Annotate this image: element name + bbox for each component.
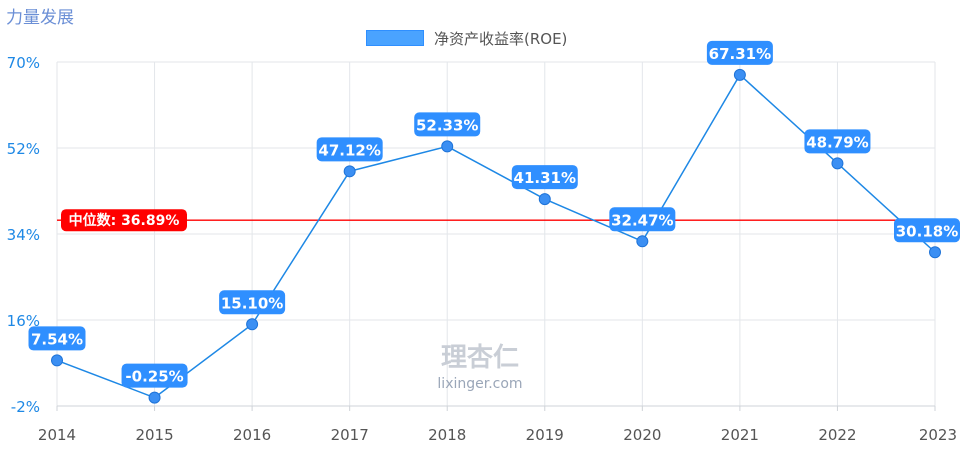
watermark-name: 理杏仁	[441, 343, 519, 373]
data-label: 41.31%	[511, 165, 578, 190]
grid	[56, 61, 936, 407]
y-tick-label: 34%	[7, 226, 40, 244]
y-tick-label: 70%	[7, 54, 40, 72]
median-line: 中位数: 36.89%	[57, 209, 935, 232]
legend[interactable]: 净资产收益率(ROE)	[366, 28, 567, 48]
data-label-box	[511, 165, 578, 190]
data-label: 32.47%	[609, 207, 676, 232]
y-tick-label: -2%	[11, 398, 40, 416]
data-label-text: 47.12%	[318, 141, 380, 159]
data-label-text: 48.79%	[806, 133, 868, 151]
data-label-box	[804, 129, 871, 154]
x-tick-label: 2018	[428, 426, 466, 444]
data-label-text: 41.31%	[514, 169, 576, 187]
data-label-box	[28, 326, 86, 351]
y-tick-label: 16%	[7, 312, 40, 330]
legend-swatch	[366, 30, 424, 46]
data-label: 30.18%	[894, 218, 960, 243]
data-label-box	[609, 207, 676, 232]
x-tick-label: 2014	[38, 426, 76, 444]
series-line	[56, 73, 936, 399]
watermark: 理杏仁 lixinger.com	[437, 343, 522, 392]
watermark-site: lixinger.com	[437, 376, 522, 392]
data-point	[148, 391, 161, 404]
data-point	[246, 318, 259, 331]
data-label-text: -0.25%	[125, 368, 183, 386]
data-label: 15.10%	[219, 290, 286, 315]
data-label-box	[121, 363, 188, 388]
data-label-text: 52.33%	[416, 116, 478, 134]
x-tick-label: 2023	[919, 426, 957, 444]
data-labels: 7.54% -0.25% 15.10% 47.12% 52.33% 41.31% 32.47…	[28, 40, 960, 388]
data-label-box	[316, 137, 383, 162]
x-tick-label: 2016	[233, 426, 271, 444]
data-label-text: 7.54%	[31, 330, 83, 348]
data-label-box	[219, 290, 286, 315]
x-axis: 2014 2015 2016 2017 2018 2019 2020 2021 2022 2023	[38, 406, 957, 444]
data-label: -0.25%	[121, 363, 188, 388]
x-tick-label: 2020	[623, 426, 661, 444]
x-tick-label: 2015	[135, 426, 173, 444]
data-label: 48.79%	[804, 129, 871, 154]
data-point	[441, 140, 454, 153]
data-point	[636, 235, 649, 248]
data-label-text: 15.10%	[221, 294, 283, 312]
data-point	[733, 68, 746, 81]
legend-label: 净资产收益率(ROE)	[434, 29, 568, 48]
x-tick-label: 2017	[331, 426, 369, 444]
data-label: 47.12%	[316, 137, 383, 162]
data-label-text: 32.47%	[611, 211, 673, 229]
data-label-box	[894, 218, 960, 243]
data-point	[51, 354, 63, 367]
data-label: 7.54%	[28, 326, 86, 351]
data-label: 67.31%	[706, 40, 773, 65]
series	[51, 68, 941, 404]
data-label-text: 30.18%	[896, 222, 958, 240]
median-label: 中位数: 36.89%	[69, 212, 180, 229]
data-label-box	[706, 40, 773, 65]
y-tick-label: 52%	[7, 140, 40, 158]
data-label: 52.33%	[414, 112, 481, 137]
data-label-text: 67.31%	[709, 45, 771, 63]
data-label-box	[414, 112, 481, 137]
x-tick-label: 2021	[721, 426, 759, 444]
median-label-box	[61, 209, 187, 232]
x-tick-label: 2022	[818, 426, 856, 444]
data-point	[929, 246, 941, 259]
brand-title: 力量发展	[6, 8, 74, 28]
data-point	[831, 157, 844, 170]
x-tick-label: 2019	[526, 426, 564, 444]
y-axis: -2% 16% 34% 52% 70%	[7, 54, 40, 416]
data-point	[343, 165, 356, 178]
data-point	[538, 193, 551, 206]
